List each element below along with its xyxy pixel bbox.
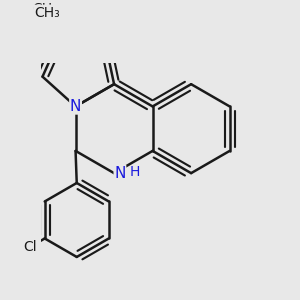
Text: CH₃: CH₃: [34, 6, 60, 20]
Text: Cl: Cl: [24, 240, 37, 254]
Text: CH₃: CH₃: [32, 2, 58, 16]
Text: N: N: [114, 166, 126, 181]
Text: N: N: [70, 99, 81, 114]
Text: H: H: [130, 165, 140, 179]
